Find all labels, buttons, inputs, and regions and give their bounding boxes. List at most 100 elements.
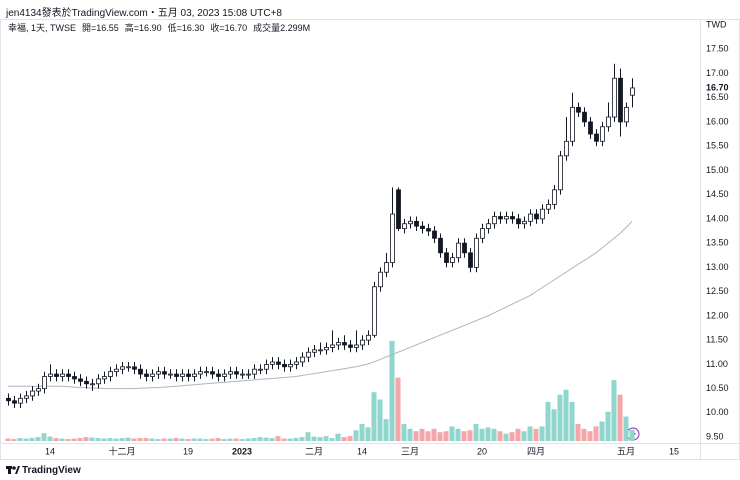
currency: TWD [706,19,727,29]
candle-body [276,361,281,365]
candle-body [582,111,587,123]
volume-bar [41,433,47,441]
volume-bar [131,438,137,441]
candle-body [36,388,41,392]
volume-bar [29,438,35,441]
candle-body [360,339,365,346]
candle-body [414,220,419,227]
volume-bar [71,438,77,441]
candle-body [126,366,131,369]
volume-bar [461,431,467,441]
candle-body [444,252,449,263]
y-tick-label: 14.00 [706,213,729,223]
candle-body [258,368,263,371]
volume-bar [551,409,557,441]
candle-body [228,371,233,375]
candle-body [84,380,89,385]
candle-body [102,376,107,380]
volume-bar [479,428,485,441]
candle-body [378,271,383,288]
volume-bar [65,439,71,441]
volume-bar [443,431,449,441]
candle-body [546,203,551,210]
volume-bar [431,428,437,441]
volume-bar [191,438,197,441]
candle-body [552,189,557,205]
volume-bar [215,438,221,441]
volume-bar [473,423,479,441]
volume-bar [269,438,275,441]
volume-bar [425,431,431,441]
volume-bar [125,437,131,441]
candle-body [348,344,353,348]
candle-body [18,397,23,404]
volume-bar [281,438,287,441]
y-tick-label: 10.00 [706,407,729,417]
volume-bar [593,426,599,441]
volume-bar [155,439,161,441]
source-note: jen4134發表於TradingView.com・五月 03, 2023 15… [6,8,282,19]
y-tick-label: 12.50 [706,286,729,296]
candle-body [330,344,335,348]
x-tick-label: 14 [357,446,367,456]
volume-bar [221,439,227,441]
volume-bar [59,438,65,441]
frame [0,19,740,460]
candle-body [30,390,35,397]
volume-bar [599,421,605,441]
volume-bar [521,431,527,441]
volume-bar [251,438,257,441]
candle-body [402,223,407,229]
volume-bar [305,432,311,441]
x-tick-label: 2023 [232,446,252,456]
candle-body [186,373,191,377]
candle-body [150,373,155,377]
volume-bar [233,438,239,441]
candle-body [540,208,545,220]
volume-bar [185,439,191,441]
x-tick-label: 14 [45,446,55,456]
candle-body [42,376,47,390]
candle-body [12,400,17,404]
candle-body [114,368,119,373]
volume-bar [563,389,569,441]
volume-bar [299,437,305,441]
volume-bar [575,423,581,441]
candle-body [384,262,389,273]
candle-body [570,106,575,142]
volume-bar [383,419,389,441]
candle-body [108,371,113,377]
candle-body [24,395,29,399]
candle-body [534,213,539,220]
volume-bar [587,431,593,441]
y-tick-label: 16.00 [706,116,729,126]
brand-logo [6,466,20,474]
x-tick-label: 五月 [617,446,635,456]
candle-body [576,106,581,113]
volume-bar [203,439,209,441]
volume-bar [47,436,53,441]
y-tick-label: 14.50 [706,189,729,199]
volume-bar [365,427,371,441]
candle-body [48,373,53,377]
volume-bar [533,428,539,441]
candle-body [306,351,311,358]
x-tick-label: 19 [183,446,193,456]
candle-body [240,373,245,376]
x-tick-label: 四月 [527,446,545,456]
candle-body [480,228,485,239]
candle-body [120,366,125,370]
volume-bar [527,426,533,441]
volume-bar [257,437,263,441]
candle-body [528,213,533,222]
volume-bar [161,438,167,441]
candle-body [264,363,269,370]
volume-bar [53,438,59,441]
volume-bar [515,428,521,441]
volume-bar [413,431,419,441]
volume-bar [467,430,473,441]
candle-body [468,252,473,268]
volume-bar [107,438,113,441]
